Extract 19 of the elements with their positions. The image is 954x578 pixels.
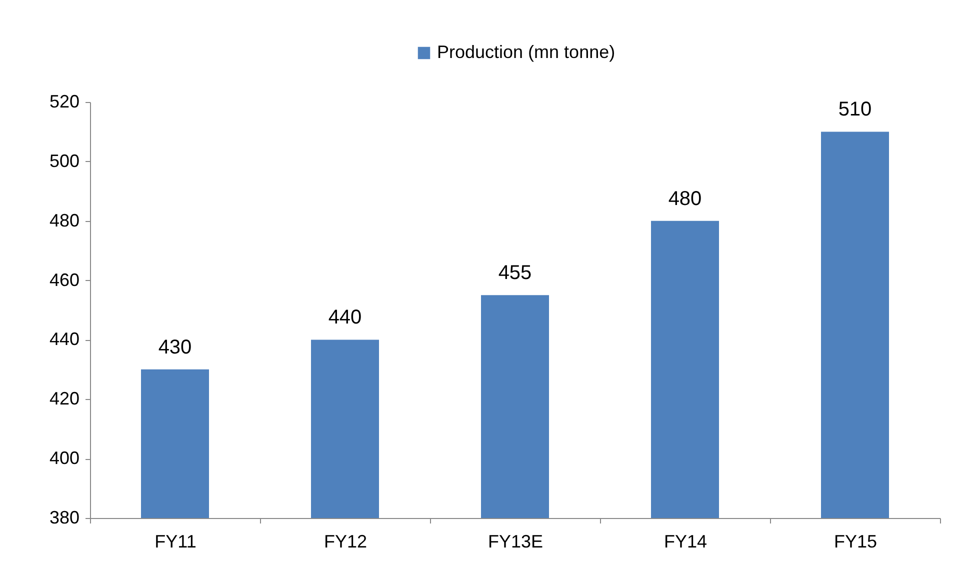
y-tick-label: 500	[49, 150, 80, 171]
y-tick-label: 380	[49, 508, 80, 528]
y-tick-label: 460	[49, 270, 80, 290]
data-label: 430	[158, 336, 192, 358]
data-label: 440	[328, 306, 362, 329]
legend-label: Production (mn tonne)	[437, 42, 616, 62]
x-tick-label: FY14	[664, 532, 708, 552]
y-tick-label: 400	[49, 448, 80, 468]
data-label: 510	[838, 98, 872, 121]
y-tick-label: 420	[49, 388, 80, 409]
x-tick-label: FY11	[154, 532, 196, 552]
y-tick-label: 480	[49, 210, 80, 230]
data-label: 480	[668, 188, 702, 210]
data-label: 455	[498, 262, 532, 284]
x-tick-label: FY13E	[488, 532, 544, 552]
y-tick-label: 520	[49, 92, 80, 112]
y-tick-label: 440	[49, 329, 80, 350]
x-tick-label: FY12	[324, 532, 368, 552]
x-tick-label: FY15	[834, 532, 878, 552]
